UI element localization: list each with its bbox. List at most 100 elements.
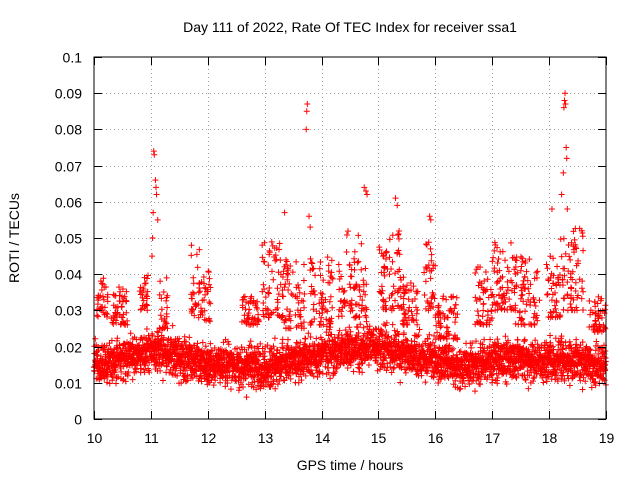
data-point (242, 375, 249, 382)
data-point (284, 342, 291, 349)
data-point (198, 378, 205, 385)
data-point (157, 367, 164, 374)
data-point (208, 347, 215, 354)
y-tick-label: 0.07 (55, 159, 82, 175)
data-point (250, 373, 257, 380)
data-point (149, 332, 156, 339)
data-point (163, 363, 170, 370)
data-point (129, 361, 136, 368)
data-point (104, 379, 111, 386)
data-point (292, 343, 299, 350)
data-point (183, 338, 190, 345)
data-point (178, 380, 185, 387)
x-tick-label: 13 (258, 430, 274, 446)
data-point (287, 375, 294, 382)
data-point (168, 370, 175, 377)
data-point (160, 334, 167, 341)
data-point (283, 369, 290, 376)
data-point (166, 369, 173, 376)
data-point (202, 343, 209, 350)
x-tick-label: 14 (315, 430, 331, 446)
data-point (257, 340, 264, 347)
data-point (138, 365, 145, 372)
data-point (99, 356, 106, 363)
x-tick-label: 10 (87, 430, 103, 446)
y-tick-label: 0.03 (55, 303, 82, 319)
data-point (114, 335, 121, 342)
x-axis-label: GPS time / hours (297, 457, 404, 473)
y-tick-label: 0.01 (55, 376, 82, 392)
data-point (298, 377, 305, 384)
data-point (211, 344, 218, 351)
data-point (265, 378, 272, 385)
data-point (169, 322, 176, 329)
data-point (295, 379, 302, 386)
data-point (171, 339, 178, 346)
x-tick-label: 12 (201, 430, 217, 446)
data-point (173, 365, 180, 372)
data-point (222, 383, 229, 390)
y-tick-label: 0.06 (55, 195, 82, 211)
data-point (129, 341, 136, 348)
data-point (273, 376, 280, 383)
data-point (174, 372, 181, 379)
data-point (293, 370, 300, 377)
data-point (224, 338, 231, 345)
data-point (113, 380, 120, 387)
data-point (146, 369, 153, 376)
y-tick-label: 0.1 (63, 50, 83, 66)
data-point (257, 385, 264, 392)
x-tick-label: 16 (428, 430, 444, 446)
data-point (199, 339, 206, 346)
data-point (155, 329, 162, 336)
data-points (91, 90, 609, 401)
data-point (181, 333, 188, 340)
data-point (165, 360, 172, 367)
x-tick-label: 17 (485, 430, 501, 446)
data-point (267, 373, 274, 380)
data-point (115, 374, 122, 381)
data-point (122, 378, 129, 385)
data-point (133, 368, 140, 375)
data-point (180, 350, 187, 357)
chart-title: Day 111 of 2022, Rate Of TEC Index for r… (183, 19, 517, 35)
data-point (186, 334, 193, 341)
data-point (276, 377, 283, 384)
data-point (294, 368, 301, 375)
data-point (279, 336, 286, 343)
data-point (118, 368, 125, 375)
data-point (218, 369, 225, 376)
data-point (222, 347, 229, 354)
data-point (297, 339, 304, 346)
data-point (176, 335, 183, 342)
data-point (125, 368, 132, 375)
y-tick-label: 0.02 (55, 340, 82, 356)
data-point (253, 356, 260, 363)
data-point (227, 386, 234, 393)
data-point (143, 326, 150, 333)
data-point (129, 376, 136, 383)
data-point (289, 369, 296, 376)
data-point (207, 340, 214, 347)
data-point (236, 384, 243, 391)
x-tick-label: 11 (144, 430, 159, 446)
x-tick-label: 15 (371, 430, 387, 446)
data-point (201, 347, 208, 354)
data-point (220, 354, 227, 361)
data-point (274, 381, 281, 388)
data-point (240, 383, 247, 390)
data-point (92, 335, 99, 342)
data-point (140, 366, 147, 373)
data-point (177, 367, 184, 374)
data-point (217, 346, 224, 353)
data-point (247, 338, 254, 345)
data-point (212, 377, 219, 384)
data-point (237, 349, 244, 356)
data-point (184, 377, 191, 384)
data-point (279, 365, 286, 372)
data-point (194, 340, 201, 347)
data-point (146, 359, 153, 366)
data-point (234, 345, 241, 352)
